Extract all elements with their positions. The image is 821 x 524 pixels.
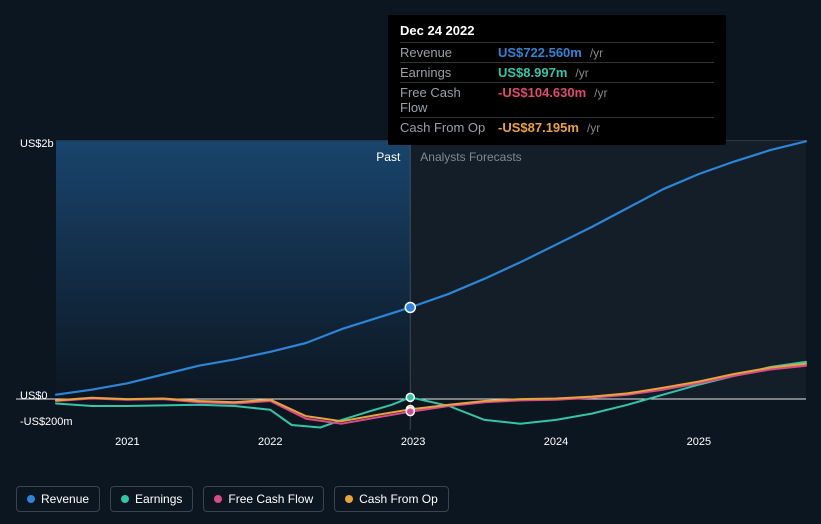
x-axis-label: 2021: [115, 436, 139, 448]
legend: Revenue Earnings Free Cash Flow Cash From O…: [16, 486, 449, 512]
legend-item[interactable]: Earnings: [110, 486, 193, 512]
legend-label: Revenue: [41, 492, 89, 506]
legend-item[interactable]: Free Cash Flow: [203, 486, 324, 512]
legend-item[interactable]: Revenue: [16, 486, 100, 512]
tooltip-row: Revenue US$722.560m/yr: [400, 42, 714, 62]
y-axis-label: US$0: [20, 390, 48, 402]
tooltip-label: Cash From Op: [400, 120, 490, 135]
legend-dot-icon: [121, 495, 129, 503]
tooltip-row: Cash From Op -US$87.195m/yr: [400, 117, 714, 137]
tooltip-unit: /yr: [587, 121, 600, 135]
legend-label: Earnings: [135, 492, 182, 506]
legend-dot-icon: [214, 495, 222, 503]
tooltip-date: Dec 24 2022: [400, 23, 714, 38]
legend-label: Cash From Op: [359, 492, 438, 506]
y-axis-label: US$2b: [20, 138, 54, 150]
legend-dot-icon: [345, 495, 353, 503]
tooltip-label: Free Cash Flow: [400, 85, 490, 115]
y-axis-label: -US$200m: [20, 416, 73, 428]
chart-area: US$2bUS$0-US$200m20212022202320242025Pas…: [16, 140, 806, 430]
tooltip-unit: /yr: [594, 86, 607, 100]
x-axis-label: 2025: [687, 436, 711, 448]
tooltip-value: -US$104.630m: [498, 85, 586, 100]
x-axis-label: 2023: [401, 436, 425, 448]
tooltip-label: Earnings: [400, 65, 490, 80]
chart-svg: [16, 140, 806, 430]
tooltip-value: -US$87.195m: [498, 120, 579, 135]
x-axis-label: 2024: [544, 436, 568, 448]
tooltip-unit: /yr: [590, 46, 603, 60]
legend-dot-icon: [27, 495, 35, 503]
x-axis-label: 2022: [258, 436, 282, 448]
tooltip-value: US$722.560m: [498, 45, 582, 60]
legend-item[interactable]: Cash From Op: [334, 486, 449, 512]
legend-label: Free Cash Flow: [228, 492, 313, 506]
chart-tooltip: Dec 24 2022 RevenueUS$722.560m/yrEarning…: [388, 15, 726, 145]
tooltip-label: Revenue: [400, 45, 490, 60]
tooltip-row: Free Cash Flow -US$104.630m/yr: [400, 82, 714, 117]
tooltip-value: US$8.997m: [498, 65, 567, 80]
past-label: Past: [376, 150, 400, 164]
tooltip-unit: /yr: [575, 66, 588, 80]
forecast-label: Analysts Forecasts: [420, 150, 521, 164]
tooltip-row: Earnings US$8.997m/yr: [400, 62, 714, 82]
tooltip-rows: Revenue US$722.560m/yr Earnings US$8.997m/y…: [400, 42, 714, 137]
